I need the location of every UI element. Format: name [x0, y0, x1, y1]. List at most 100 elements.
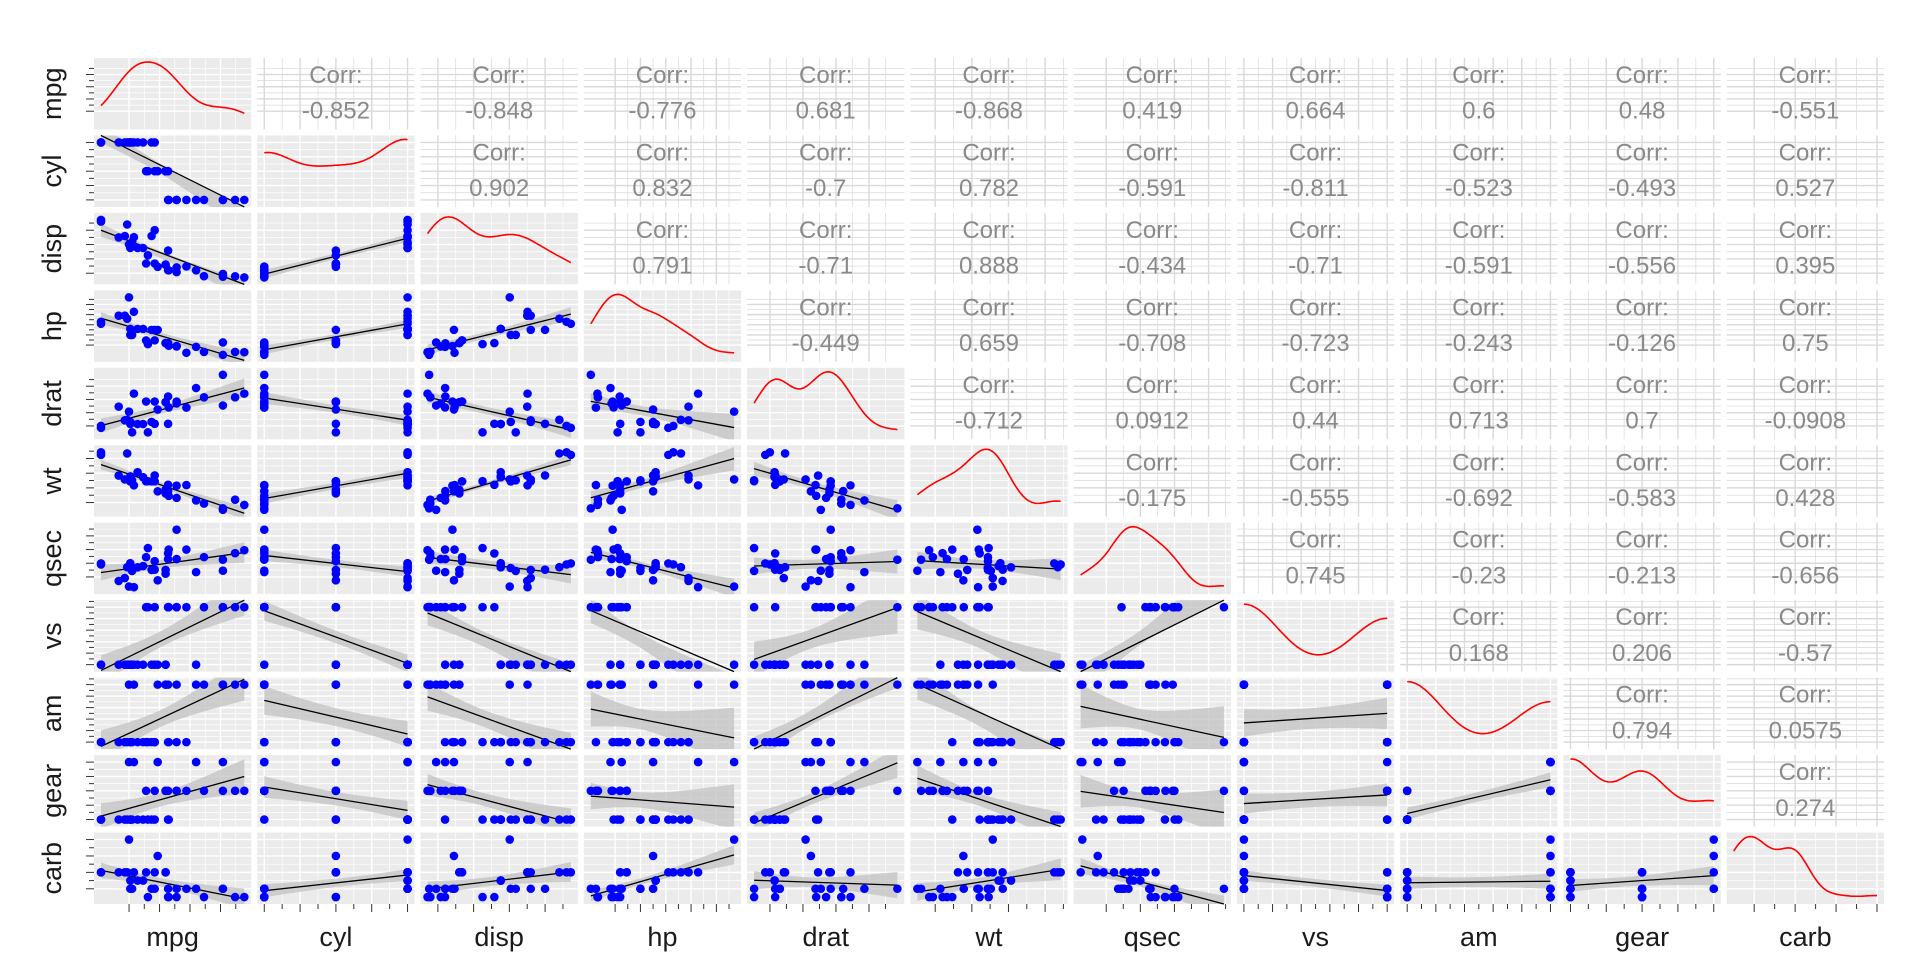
panel-disp-qsec: Corr: -0.434 — [1073, 212, 1231, 285]
data-point — [143, 892, 153, 902]
data-point — [608, 525, 617, 535]
data-point — [1382, 737, 1392, 747]
panel-vs-qsec — [1073, 599, 1231, 673]
data-point — [403, 876, 412, 885]
confidence-band — [917, 765, 1061, 827]
data-point — [770, 892, 780, 902]
data-point — [916, 786, 926, 796]
confidence-band — [590, 446, 735, 505]
data-point — [138, 324, 148, 334]
data-point — [860, 496, 869, 505]
data-point — [440, 815, 450, 824]
data-point — [555, 415, 564, 425]
data-point — [240, 195, 249, 205]
scatter-points — [259, 680, 412, 747]
data-point — [615, 486, 625, 496]
data-point — [846, 660, 855, 669]
data-point — [1382, 680, 1392, 689]
data-point — [1382, 884, 1392, 894]
data-point — [973, 786, 982, 796]
data-point — [813, 660, 823, 669]
data-point — [1126, 868, 1135, 877]
panel-grid — [94, 58, 252, 130]
data-point — [114, 402, 123, 411]
data-point — [607, 554, 616, 564]
data-point — [1132, 815, 1142, 824]
panel-grid — [1236, 445, 1395, 517]
data-point — [240, 545, 249, 555]
data-point — [1161, 786, 1170, 796]
data-point — [669, 660, 678, 669]
data-point — [403, 481, 412, 490]
corr-value: -0.591 — [1118, 175, 1186, 202]
panel-cyl-qsec: Corr: -0.591 — [1073, 135, 1231, 207]
panel-background — [910, 58, 1068, 130]
panel-grid — [1563, 290, 1721, 362]
data-point — [816, 505, 826, 515]
corr-label: Corr: — [962, 62, 1015, 89]
data-point — [806, 486, 816, 496]
data-point — [164, 815, 173, 824]
scatter-points — [586, 525, 739, 592]
corr-label: Corr: — [799, 139, 852, 166]
data-point — [983, 815, 993, 824]
corr-label: Corr: — [1126, 372, 1179, 399]
panel-wt-carb: Corr: 0.428 — [1726, 445, 1885, 517]
data-point — [331, 815, 341, 824]
data-point — [426, 892, 435, 902]
panel-cyl-gear: Corr: -0.493 — [1563, 135, 1721, 207]
data-point — [780, 449, 790, 458]
data-point — [770, 884, 780, 894]
data-point — [153, 757, 162, 767]
data-point — [1078, 680, 1087, 689]
data-point — [331, 325, 341, 335]
data-point — [1091, 868, 1101, 877]
data-point — [153, 405, 162, 414]
data-point — [540, 660, 550, 669]
data-point — [240, 389, 249, 398]
data-point — [562, 737, 571, 747]
data-point — [928, 680, 938, 689]
data-point — [973, 757, 983, 767]
panel-background — [1073, 58, 1231, 130]
data-point — [240, 892, 249, 902]
data-point — [669, 868, 678, 877]
data-point — [648, 405, 658, 414]
data-point — [996, 558, 1005, 568]
data-point — [765, 447, 775, 457]
data-point — [1382, 786, 1392, 796]
data-point — [684, 660, 693, 669]
panel-background — [910, 290, 1068, 362]
corr-value: -0.712 — [955, 408, 1023, 435]
data-point — [163, 786, 173, 796]
corr-label: Corr: — [1452, 294, 1505, 321]
fit-line — [1407, 880, 1551, 884]
panel-grid — [583, 58, 742, 130]
data-point — [511, 428, 521, 437]
data-point — [606, 660, 615, 669]
data-point — [693, 868, 703, 877]
data-point — [928, 602, 938, 612]
data-point — [448, 341, 457, 351]
data-point — [973, 525, 982, 535]
data-point — [693, 481, 703, 490]
data-point — [826, 868, 835, 877]
corr-value: -0.175 — [1118, 485, 1186, 512]
confidence-band — [1570, 866, 1714, 892]
data-point — [938, 892, 947, 902]
data-point — [259, 566, 269, 576]
panel-cyl-hp: Corr: 0.832 — [583, 135, 742, 207]
data-point — [606, 680, 615, 689]
data-point — [230, 195, 240, 205]
data-point — [586, 786, 596, 796]
data-point — [816, 602, 826, 612]
data-point — [163, 166, 173, 176]
data-point — [490, 480, 499, 490]
fit-line — [100, 134, 245, 208]
corr-value: 0.659 — [959, 330, 1019, 357]
panel-grid — [420, 58, 578, 130]
confidence-band — [590, 600, 735, 672]
data-point — [893, 602, 902, 612]
panel-grid — [1073, 212, 1231, 285]
panel-grid — [1726, 600, 1885, 672]
